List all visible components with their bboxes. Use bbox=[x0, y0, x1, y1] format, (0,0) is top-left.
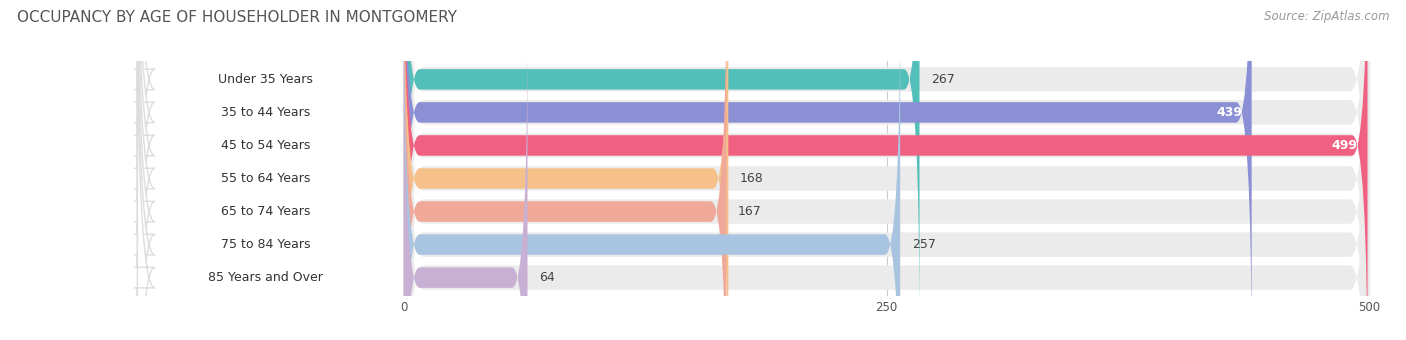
FancyBboxPatch shape bbox=[404, 0, 728, 340]
FancyBboxPatch shape bbox=[404, 0, 920, 334]
FancyBboxPatch shape bbox=[0, 0, 155, 340]
Text: 75 to 84 Years: 75 to 84 Years bbox=[221, 238, 311, 251]
Text: 257: 257 bbox=[912, 238, 935, 251]
Text: 85 Years and Over: 85 Years and Over bbox=[208, 271, 323, 284]
FancyBboxPatch shape bbox=[404, 0, 1369, 340]
FancyBboxPatch shape bbox=[0, 0, 155, 340]
FancyBboxPatch shape bbox=[404, 0, 1368, 340]
Text: 267: 267 bbox=[931, 73, 955, 86]
Text: 65 to 74 Years: 65 to 74 Years bbox=[221, 205, 311, 218]
FancyBboxPatch shape bbox=[404, 0, 727, 340]
FancyBboxPatch shape bbox=[404, 0, 1369, 340]
FancyBboxPatch shape bbox=[404, 0, 1369, 340]
Text: 439: 439 bbox=[1216, 106, 1241, 119]
Text: 55 to 64 Years: 55 to 64 Years bbox=[221, 172, 311, 185]
Text: 64: 64 bbox=[538, 271, 555, 284]
FancyBboxPatch shape bbox=[404, 23, 527, 340]
Text: Source: ZipAtlas.com: Source: ZipAtlas.com bbox=[1264, 10, 1389, 23]
FancyBboxPatch shape bbox=[0, 0, 155, 340]
Text: OCCUPANCY BY AGE OF HOUSEHOLDER IN MONTGOMERY: OCCUPANCY BY AGE OF HOUSEHOLDER IN MONTG… bbox=[17, 10, 457, 25]
Text: Under 35 Years: Under 35 Years bbox=[218, 73, 314, 86]
FancyBboxPatch shape bbox=[0, 0, 155, 340]
Text: 499: 499 bbox=[1331, 139, 1358, 152]
Text: 35 to 44 Years: 35 to 44 Years bbox=[221, 106, 311, 119]
Text: 167: 167 bbox=[738, 205, 762, 218]
FancyBboxPatch shape bbox=[404, 0, 1369, 340]
FancyBboxPatch shape bbox=[404, 0, 1369, 340]
FancyBboxPatch shape bbox=[404, 0, 1369, 340]
FancyBboxPatch shape bbox=[0, 0, 155, 340]
FancyBboxPatch shape bbox=[404, 0, 1251, 340]
Text: 45 to 54 Years: 45 to 54 Years bbox=[221, 139, 311, 152]
Text: 168: 168 bbox=[740, 172, 763, 185]
FancyBboxPatch shape bbox=[0, 0, 155, 340]
FancyBboxPatch shape bbox=[404, 0, 900, 340]
FancyBboxPatch shape bbox=[0, 0, 155, 340]
FancyBboxPatch shape bbox=[404, 0, 1369, 340]
